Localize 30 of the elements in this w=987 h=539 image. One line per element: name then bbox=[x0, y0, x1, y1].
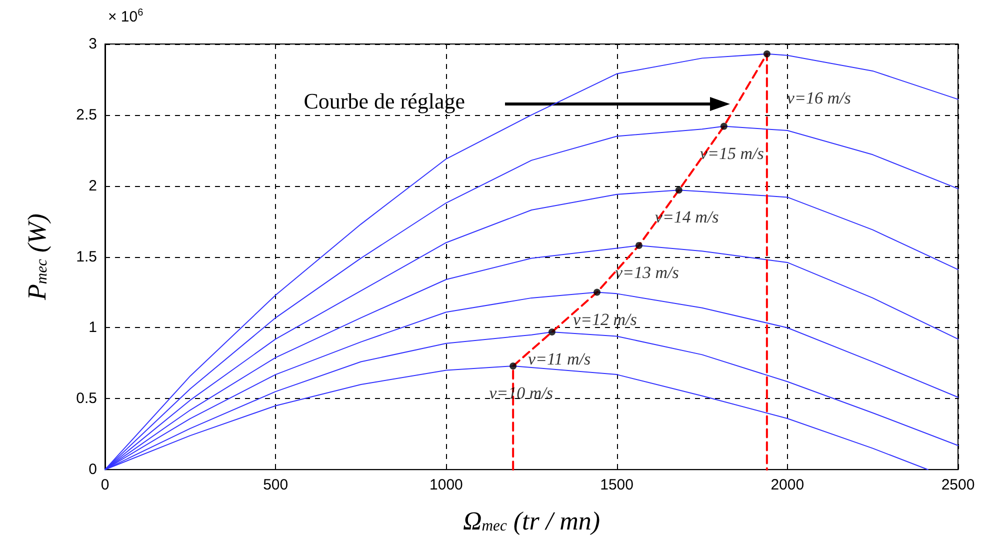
y-tick-label: 2 bbox=[88, 177, 97, 194]
x-tick-label: 2000 bbox=[770, 476, 804, 494]
point bbox=[510, 362, 517, 370]
x-tick-label: 0 bbox=[100, 476, 110, 494]
point bbox=[763, 50, 770, 58]
x-tick-label: 500 bbox=[263, 476, 288, 494]
y-tick-label: 1.5 bbox=[76, 248, 97, 266]
annotation: v=10 m/s bbox=[489, 384, 554, 403]
x-axis-title: Ωmec (tr / mn) bbox=[462, 506, 600, 536]
y-tick-label: 1 bbox=[88, 319, 97, 336]
point bbox=[720, 122, 728, 130]
annotation: Courbe de réglage bbox=[304, 88, 465, 114]
annotation: v=12 m/s bbox=[573, 310, 638, 329]
annotation: v=15 m/s bbox=[700, 144, 764, 163]
x-tick-label: 2500 bbox=[941, 476, 975, 494]
x-tick-label: 1000 bbox=[430, 476, 463, 494]
y-tick-label: 3 bbox=[88, 36, 97, 52]
annotation: v=13 m/s bbox=[614, 262, 680, 282]
point bbox=[675, 186, 682, 194]
y-axis-title: Pmec (W) bbox=[22, 214, 52, 302]
x-tick-label: 1500 bbox=[600, 476, 634, 494]
annotation: v=11 m/s bbox=[528, 349, 591, 368]
y-tick-label: 2.5 bbox=[76, 106, 97, 124]
point bbox=[594, 288, 601, 296]
y-tick-label: 0 bbox=[88, 461, 97, 478]
annotation: v=16 m/s bbox=[786, 88, 852, 108]
point bbox=[635, 242, 642, 249]
y-tick-label: 0.5 bbox=[76, 390, 97, 408]
point bbox=[548, 328, 556, 336]
annotation: v=14 m/s bbox=[654, 208, 720, 227]
